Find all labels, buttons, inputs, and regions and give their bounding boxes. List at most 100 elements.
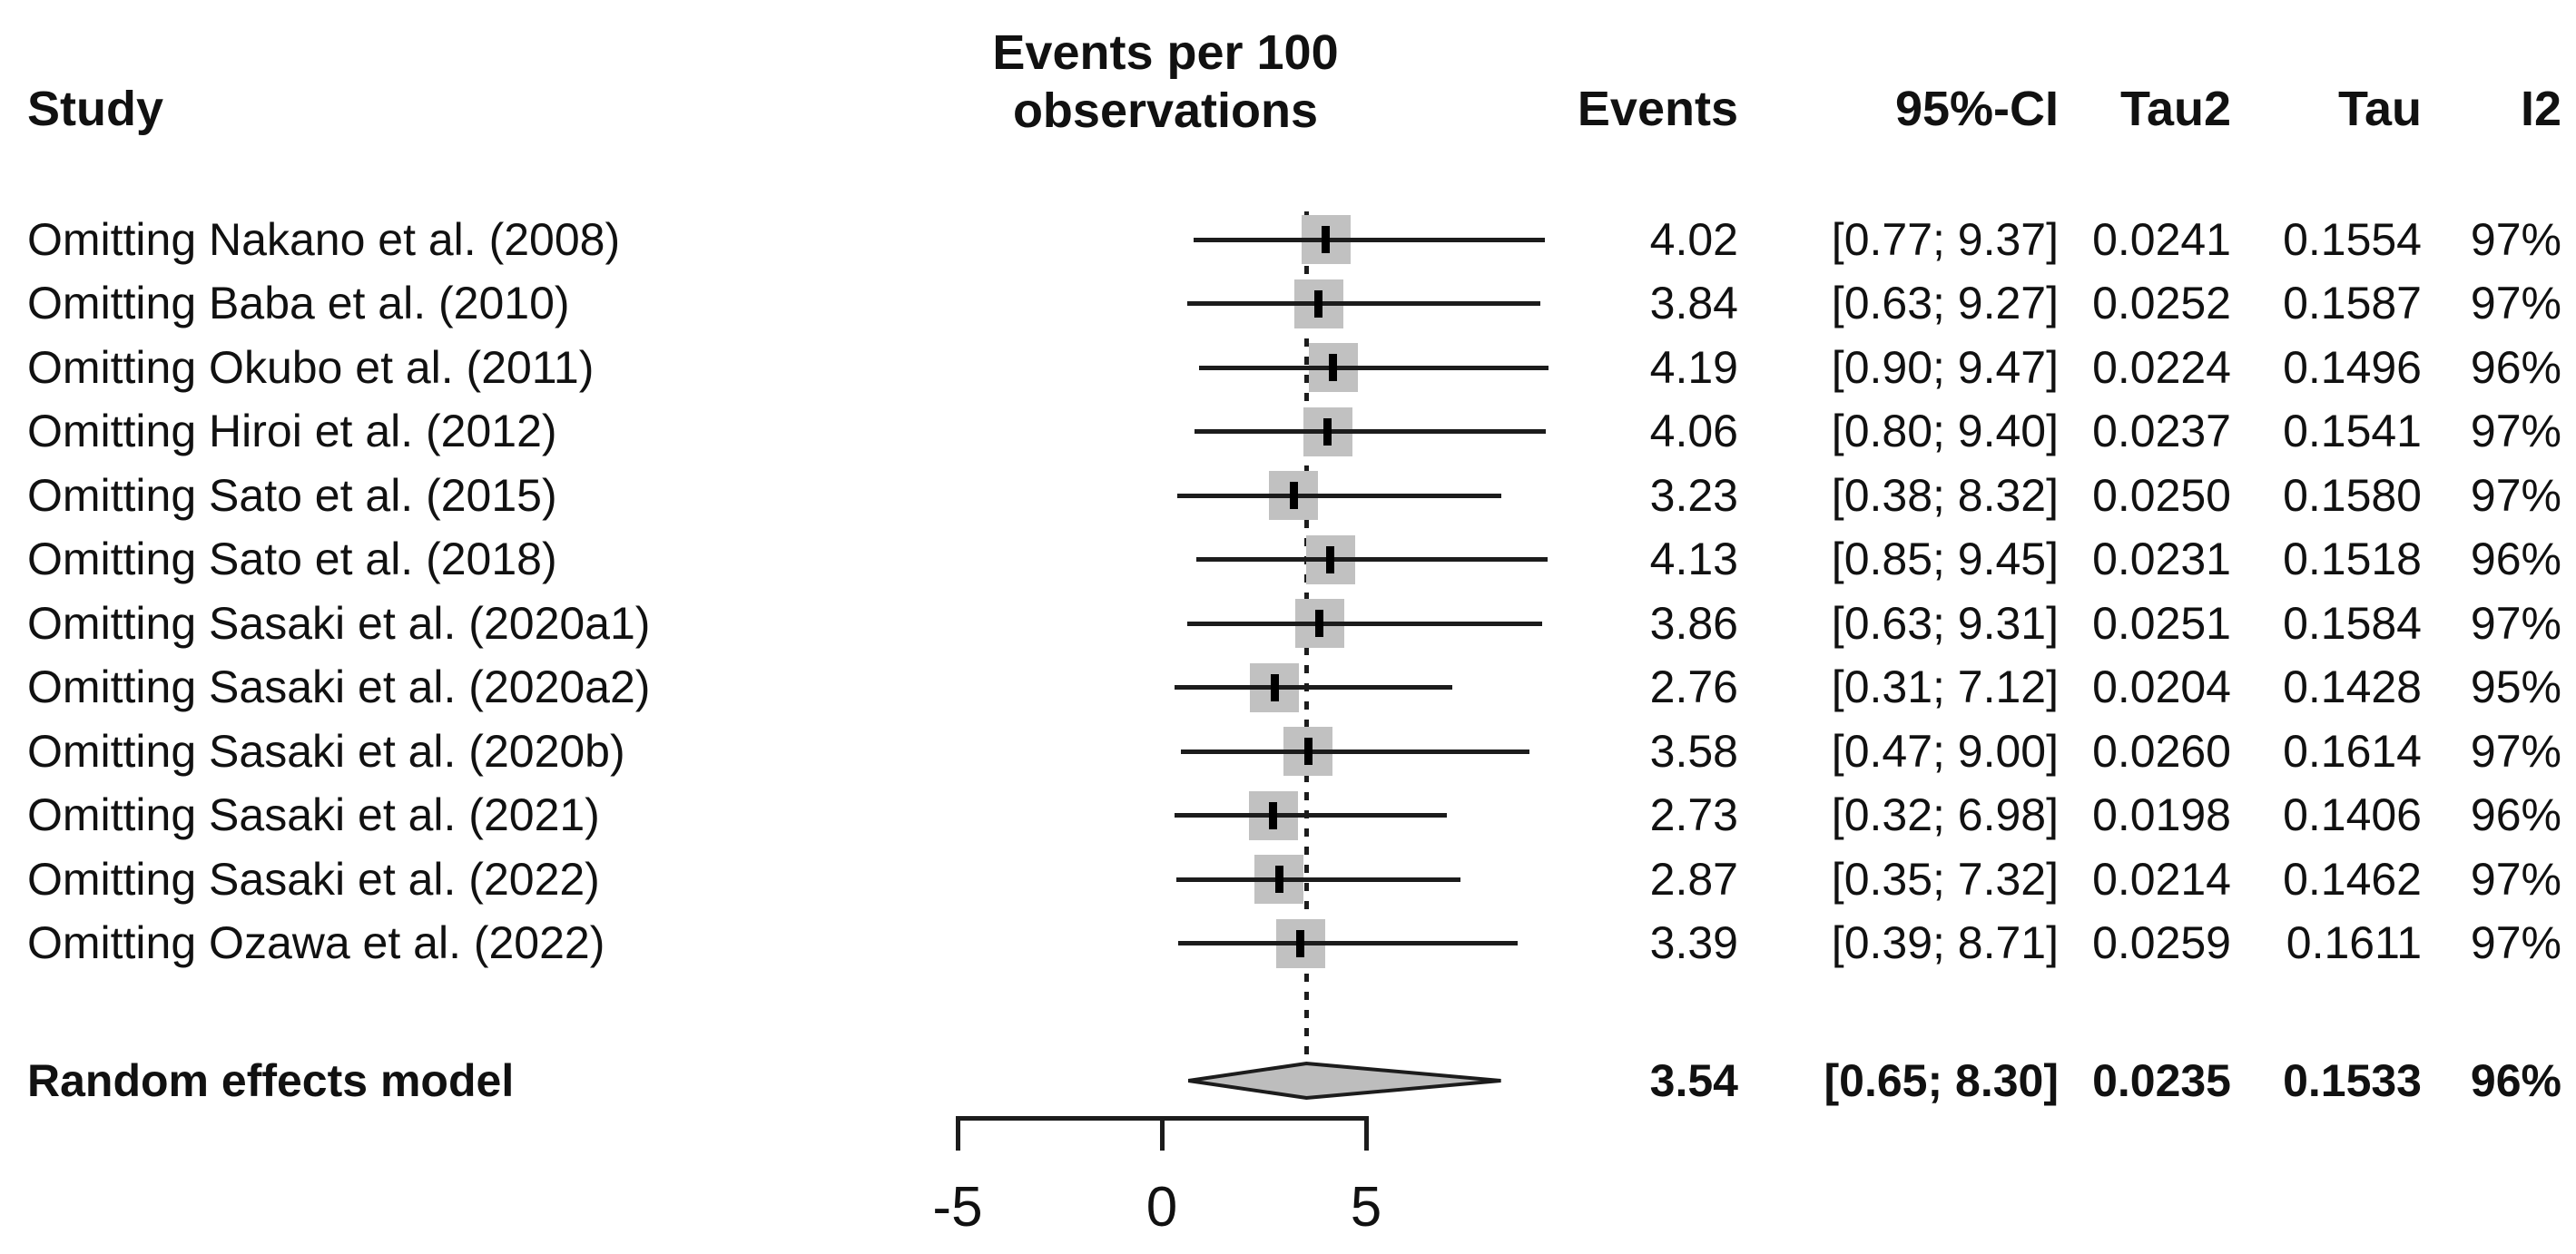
ci-value: [0.85; 9.45] xyxy=(1831,534,2059,585)
i2-value: 97% xyxy=(2470,278,2561,329)
tau-value: 0.1496 xyxy=(2283,341,2422,393)
ci-line xyxy=(1175,877,1461,882)
i2-value: 95% xyxy=(2470,661,2561,713)
study-row: Omitting Hiroi et al. (2012) 4.06 [0.80;… xyxy=(0,399,2576,464)
x-axis-tick-label: 0 xyxy=(1145,1176,1178,1239)
events-value: 4.02 xyxy=(1649,213,1738,265)
events-value: 3.23 xyxy=(1649,469,1738,521)
events-value: 3.84 xyxy=(1649,278,1738,329)
tau2-value: 0.0204 xyxy=(2092,661,2231,713)
estimate-tick xyxy=(1270,673,1279,701)
column-header-tau: Tau xyxy=(2338,82,2422,136)
estimate-tick xyxy=(1274,866,1283,893)
study-label: Omitting Sato et al. (2018) xyxy=(27,534,557,585)
estimate-tick xyxy=(1314,289,1323,318)
estimate-tick xyxy=(1303,738,1313,765)
ci-value: [0.90; 9.47] xyxy=(1831,341,2059,393)
tau-value: 0.1587 xyxy=(2283,278,2422,329)
i2-value: 97% xyxy=(2470,406,2561,457)
ci-line xyxy=(1174,685,1453,690)
tau-value: 0.1611 xyxy=(2286,917,2422,969)
ci-value: [0.32; 6.98] xyxy=(1831,789,2059,841)
ci-line xyxy=(1196,557,1549,562)
x-axis-tick-label: 5 xyxy=(1350,1176,1382,1239)
tau2-value: 0.0224 xyxy=(2092,341,2231,393)
study-label: Omitting Sasaki et al. (2022) xyxy=(27,853,600,905)
ci-line xyxy=(1181,749,1529,754)
tau2-value: 0.0198 xyxy=(2092,789,2231,841)
events-value: 3.86 xyxy=(1649,597,1738,649)
estimate-tick xyxy=(1315,610,1324,637)
column-header-tau2: Tau2 xyxy=(2119,82,2231,136)
ci-line xyxy=(1193,237,1545,242)
tau2-value: 0.0252 xyxy=(2092,278,2231,329)
column-header-i2: I2 xyxy=(2520,82,2561,136)
ci-value: [0.63; 9.31] xyxy=(1831,597,2059,649)
tau2-value: 0.0231 xyxy=(2092,534,2231,585)
study-label: Omitting Ozawa et al. (2022) xyxy=(27,917,605,969)
ci-value: [0.80; 9.40] xyxy=(1831,406,2059,457)
ci-value: [0.31; 7.12] xyxy=(1831,661,2059,713)
summary-events-value: 3.54 xyxy=(1649,1054,1738,1106)
i2-value: 97% xyxy=(2470,725,2561,777)
study-row: Omitting Nakano et al. (2008) 4.02 [0.77… xyxy=(0,208,2576,272)
events-value: 2.73 xyxy=(1649,789,1738,841)
estimate-tick xyxy=(1322,226,1331,253)
i2-value: 96% xyxy=(2470,341,2561,393)
summary-tau-value: 0.1533 xyxy=(2283,1054,2422,1106)
tau2-value: 0.0214 xyxy=(2092,853,2231,905)
column-header-ci: 95%-CI xyxy=(1894,82,2059,136)
study-row: Omitting Sato et al. (2018) 4.13 [0.85; … xyxy=(0,527,2576,592)
ci-line xyxy=(1175,813,1448,818)
plot-header-line2: observations xyxy=(1012,83,1319,138)
ci-value: [0.63; 9.27] xyxy=(1831,278,2059,329)
events-value: 4.06 xyxy=(1649,406,1738,457)
i2-value: 97% xyxy=(2470,597,2561,649)
x-axis-tick xyxy=(955,1116,960,1151)
tau-value: 0.1580 xyxy=(2283,469,2422,521)
ci-value: [0.47; 9.00] xyxy=(1831,725,2059,777)
tau-value: 0.1554 xyxy=(2283,213,2422,265)
study-label: Omitting Sasaki et al. (2020b) xyxy=(27,725,625,777)
events-value: 3.58 xyxy=(1649,725,1738,777)
i2-value: 97% xyxy=(2470,469,2561,521)
summary-ci-value: [0.65; 8.30] xyxy=(1824,1054,2059,1106)
summary-label: Random effects model xyxy=(27,1054,515,1106)
study-row: Omitting Sasaki et al. (2020a1) 3.86 [0.… xyxy=(0,592,2576,656)
ci-line xyxy=(1187,621,1542,626)
i2-value: 97% xyxy=(2470,853,2561,905)
study-row: Omitting Sasaki et al. (2022) 2.87 [0.35… xyxy=(0,847,2576,912)
ci-line xyxy=(1198,365,1549,370)
column-header-study: Study xyxy=(27,82,164,136)
events-value: 2.76 xyxy=(1649,661,1738,713)
column-header-events: Events xyxy=(1577,82,1738,136)
study-label: Omitting Sasaki et al. (2020a1) xyxy=(27,597,651,649)
study-label: Omitting Hiroi et al. (2012) xyxy=(27,406,557,457)
study-label: Omitting Sato et al. (2015) xyxy=(27,469,557,521)
tau2-value: 0.0250 xyxy=(2092,469,2231,521)
estimate-tick xyxy=(1296,929,1305,957)
ci-value: [0.35; 7.32] xyxy=(1831,853,2059,905)
i2-value: 97% xyxy=(2470,213,2561,265)
study-label: Omitting Okubo et al. (2011) xyxy=(27,341,595,393)
tau-value: 0.1462 xyxy=(2283,853,2422,905)
study-row: Omitting Sasaki et al. (2020b) 3.58 [0.4… xyxy=(0,720,2576,784)
tau-value: 0.1428 xyxy=(2283,661,2422,713)
i2-value: 97% xyxy=(2470,917,2561,969)
study-rows: Omitting Nakano et al. (2008) 4.02 [0.77… xyxy=(0,208,2576,975)
estimate-tick xyxy=(1269,801,1278,829)
plot-header-line1: Events per 100 xyxy=(992,25,1339,80)
estimate-tick xyxy=(1289,482,1298,509)
x-axis-tick-label: -5 xyxy=(932,1176,983,1239)
study-row: Omitting Sasaki et al. (2020a2) 2.76 [0.… xyxy=(0,655,2576,720)
estimate-tick xyxy=(1329,354,1338,381)
tau-value: 0.1518 xyxy=(2283,534,2422,585)
estimate-tick xyxy=(1326,545,1335,573)
events-value: 4.13 xyxy=(1649,534,1738,585)
summary-tau2-value: 0.0235 xyxy=(2092,1054,2231,1106)
tau-value: 0.1614 xyxy=(2283,725,2422,777)
tau-value: 0.1584 xyxy=(2283,597,2422,649)
ci-line xyxy=(1195,429,1546,434)
study-row: Omitting Sato et al. (2015) 3.23 [0.38; … xyxy=(0,464,2576,528)
